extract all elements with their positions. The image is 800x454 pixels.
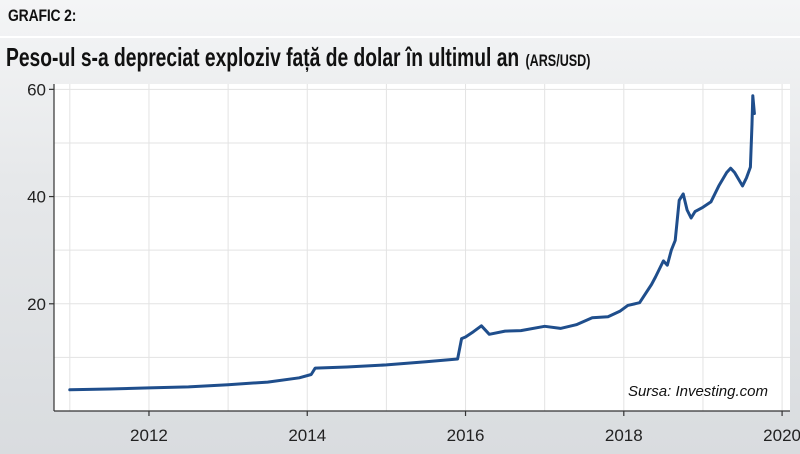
y-tick-label: 60	[27, 80, 46, 99]
chart-title: Peso-ul s-a depreciat exploziv față de d…	[6, 42, 520, 72]
series-line-ars-usd	[68, 94, 756, 392]
y-tick-label: 40	[27, 188, 46, 207]
x-tick-label: 2020	[763, 426, 800, 445]
plot-area	[54, 84, 790, 411]
y-tick-label: 20	[27, 295, 46, 314]
header-separator	[0, 36, 800, 38]
source-note: Sursa: Investing.com	[628, 383, 768, 400]
grid-lines	[54, 84, 790, 411]
chart-title-block: Peso-ul s-a depreciat exploziv față de d…	[6, 42, 590, 73]
x-tick-label: 2018	[605, 426, 643, 445]
series-layer	[68, 94, 756, 392]
axes	[49, 84, 790, 416]
x-tick-label: 2012	[130, 426, 168, 445]
x-tick-label: 2014	[288, 426, 326, 445]
chart-subtitle: (ARS/USD)	[525, 51, 591, 70]
chart-label: GRAFIC 2:	[8, 6, 77, 25]
x-tick-label: 2016	[447, 426, 485, 445]
